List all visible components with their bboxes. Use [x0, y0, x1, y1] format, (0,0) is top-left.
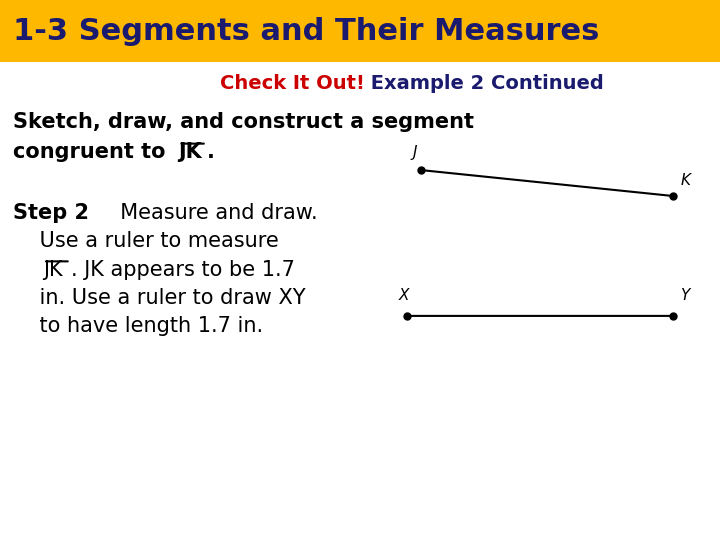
Text: congruent to: congruent to [13, 142, 173, 163]
Text: JK: JK [179, 142, 202, 163]
Text: . JK appears to be 1.7: . JK appears to be 1.7 [71, 260, 294, 280]
Text: Check It Out!: Check It Out! [220, 74, 364, 93]
Text: .: . [207, 142, 215, 163]
Text: JK: JK [43, 260, 63, 280]
Text: Example 2 Continued: Example 2 Continued [364, 74, 603, 93]
Text: in. Use a ruler to draw XY: in. Use a ruler to draw XY [13, 288, 305, 308]
Text: Step 2: Step 2 [13, 203, 89, 224]
Text: X: X [398, 288, 409, 303]
Text: Use a ruler to measure: Use a ruler to measure [13, 231, 279, 252]
Text: 1-3 Segments and Their Measures: 1-3 Segments and Their Measures [13, 17, 599, 46]
Text: to have length 1.7 in.: to have length 1.7 in. [13, 316, 263, 336]
Text: K: K [680, 173, 690, 188]
Text: Y: Y [680, 288, 690, 303]
Text: J: J [413, 145, 417, 160]
Text: Measure and draw.: Measure and draw. [107, 203, 318, 224]
FancyBboxPatch shape [0, 0, 720, 62]
Text: Sketch, draw, and construct a segment: Sketch, draw, and construct a segment [13, 111, 474, 132]
